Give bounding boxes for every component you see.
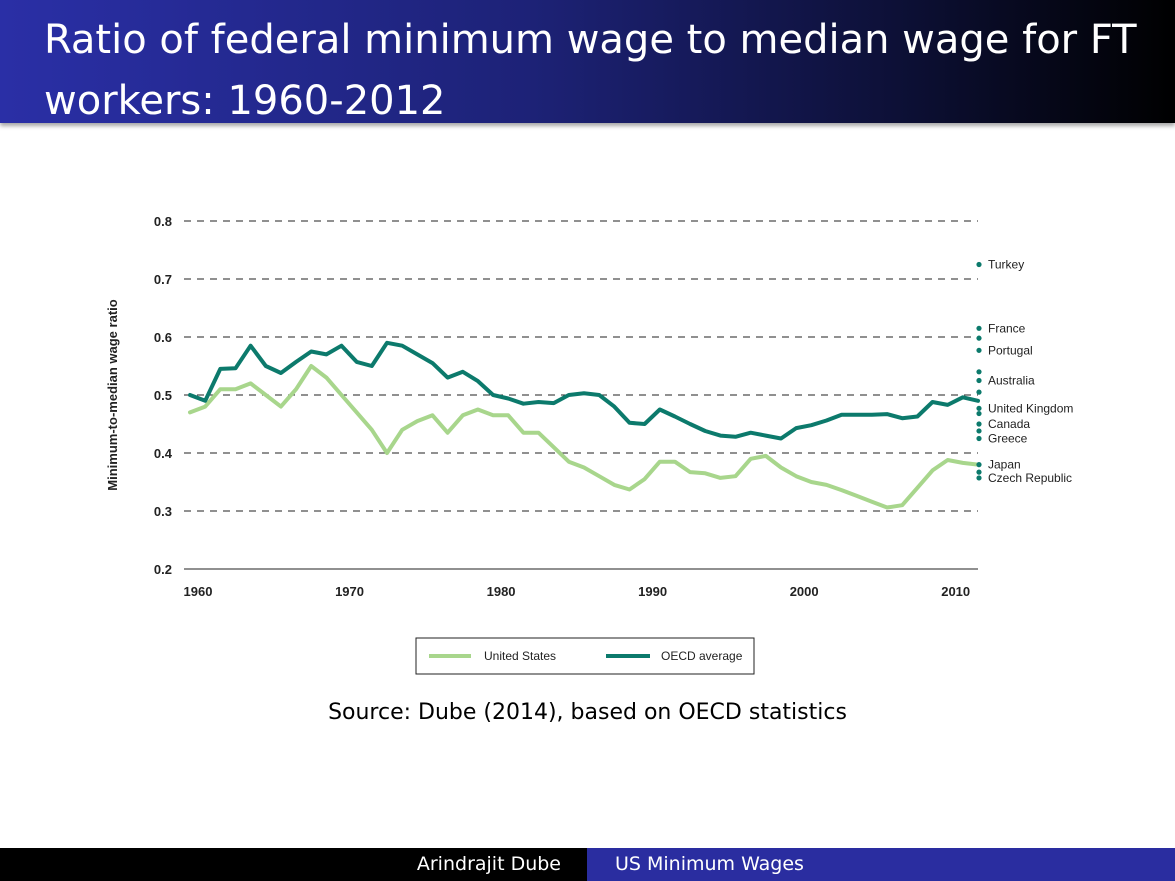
- country-point: [976, 475, 982, 481]
- country-point: [976, 462, 982, 468]
- slide-title: Ratio of federal minimum wage to median …: [44, 17, 1137, 124]
- y-tick-label: 0.3: [154, 504, 172, 519]
- legend-label-oecd-average: OECD average: [661, 649, 743, 663]
- series-line-united-states: [188, 364, 980, 510]
- footer-title: US Minimum Wages: [615, 853, 804, 875]
- country-point: [976, 435, 982, 442]
- x-tick-label: 1960: [184, 584, 213, 599]
- country-label: France: [988, 321, 1026, 335]
- series-line-oecd-average: [188, 340, 980, 441]
- country-point: [976, 389, 982, 395]
- y-tick-label: 0.7: [154, 272, 172, 287]
- country-point: [976, 469, 982, 475]
- country-label: United Kingdom: [988, 401, 1073, 415]
- country-label: Canada: [988, 417, 1030, 431]
- source-caption: Source: Dube (2014), based on OECD stati…: [328, 700, 847, 725]
- country-label: Czech Republic: [988, 471, 1072, 485]
- x-tick-label: 1980: [487, 584, 516, 599]
- y-tick-label: 0.4: [154, 446, 173, 461]
- footer-author: Arindrajit Dube: [416, 853, 561, 875]
- y-axis-label: Minimum-to-median wage ratio: [105, 299, 120, 490]
- country-label: Greece: [988, 432, 1028, 446]
- country-point: [976, 421, 982, 427]
- country-point: [976, 369, 982, 375]
- country-label: Japan: [988, 458, 1021, 472]
- country-point: [976, 261, 982, 268]
- footer-title-panel: US Minimum Wages: [587, 848, 1175, 881]
- y-tick-label: 0.6: [154, 330, 172, 345]
- y-tick-label: 0.8: [154, 214, 172, 229]
- y-tick-label: 0.5: [154, 388, 172, 403]
- legend-box: [415, 637, 755, 675]
- legend-label-united-states: United States: [484, 649, 556, 663]
- x-tick-label: 2010: [941, 584, 970, 599]
- y-tick-label: 0.2: [154, 562, 172, 577]
- country-label: Portugal: [988, 343, 1033, 357]
- country-point: [976, 377, 982, 384]
- x-tick-label: 2000: [790, 584, 819, 599]
- footer-author-panel: Arindrajit Dube: [0, 848, 587, 881]
- country-label: Australia: [988, 374, 1035, 388]
- country-point: [976, 405, 982, 411]
- x-tick-label: 1990: [638, 584, 667, 599]
- country-point: [976, 410, 982, 417]
- x-tick-label: 1970: [335, 584, 364, 599]
- country-label: Turkey: [988, 258, 1024, 272]
- country-point: [976, 325, 982, 331]
- country-point: [976, 347, 982, 353]
- country-point: [976, 428, 982, 434]
- footer-bar: Arindrajit Dube US Minimum Wages: [0, 848, 1175, 881]
- country-point: [976, 335, 982, 341]
- title-bar: Ratio of federal minimum wage to median …: [0, 0, 1175, 124]
